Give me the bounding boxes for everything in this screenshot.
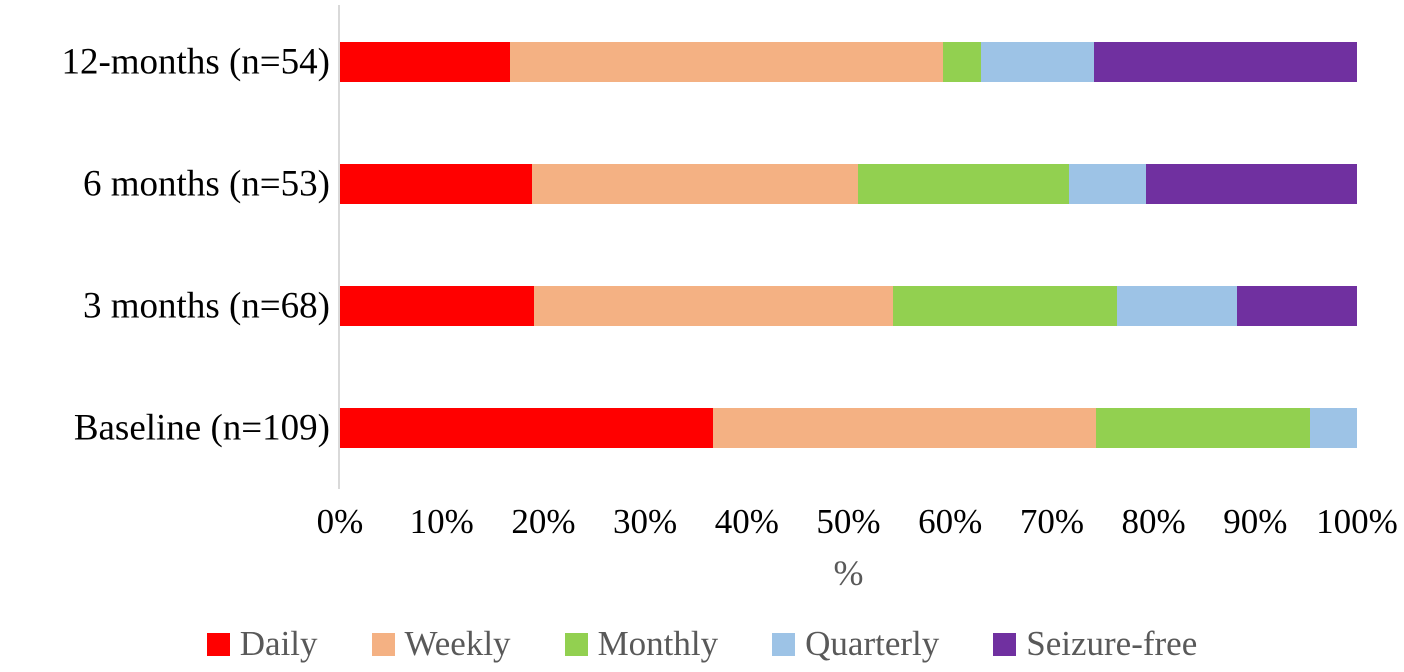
bar-segment-daily [340,42,510,82]
legend: Daily Weekly Monthly Quarterly Seizure-free [0,624,1404,664]
x-tick-label: 10% [409,502,474,541]
legend-swatch-icon [772,632,796,656]
legend-item-daily: Daily [206,624,318,664]
legend-item-monthly: Monthly [564,624,719,664]
x-tick-label: 90% [1223,502,1288,541]
x-tick-label: 80% [1121,502,1186,541]
x-tick-label: 20% [511,502,576,541]
x-tick-label: 60% [918,502,983,541]
bar-segment-seizure-free [1237,286,1357,326]
x-axis-title: % [833,553,864,593]
legend-label: Quarterly [805,624,940,663]
bar-segment-daily [340,408,714,448]
x-tick-label: 40% [714,502,779,541]
bar-segment-weekly [713,408,1096,448]
bar-segment-monthly [943,42,981,82]
x-tick-label: 70% [1019,502,1084,541]
stacked-bar [340,286,1357,326]
category-label: 6 months (n=53) [83,163,330,205]
legend-label: Daily [239,624,318,663]
bar-segment-monthly [1095,408,1311,448]
x-tick-label: 100% [1316,502,1398,541]
legend-label: Monthly [597,624,719,663]
legend-item-quarterly: Quarterly [772,624,939,664]
bar-segment-quarterly [1069,164,1146,204]
bar-row: Baseline (n=109) [0,407,1404,449]
bar-row: 6 months (n=53) [0,163,1404,205]
bar-segment-weekly [532,164,859,204]
legend-label: Weekly [404,624,511,663]
bar-segment-monthly [892,286,1118,326]
x-tick-label: 30% [613,502,678,541]
stacked-bar [340,164,1357,204]
bar-segment-daily [340,286,535,326]
bar-segment-seizure-free [1145,164,1357,204]
bar-segment-quarterly [1117,286,1238,326]
legend-swatch-icon [564,632,588,656]
legend-label: Seizure-free [1026,624,1198,663]
x-tick-label: 0% [316,502,364,541]
bar-row: 12-months (n=54) [0,41,1404,83]
legend-item-seizure-free: Seizure-free [993,624,1197,664]
legend-swatch-icon [993,632,1017,656]
legend-swatch-icon [371,632,395,656]
bar-segment-weekly [509,42,944,82]
y-axis-line [338,5,340,489]
bar-row: 3 months (n=68) [0,285,1404,327]
bar-segment-quarterly [1310,408,1357,448]
bar-segment-quarterly [980,42,1094,82]
category-label: 3 months (n=68) [83,285,330,327]
x-tick-label: 50% [816,502,881,541]
stacked-bar [340,408,1357,448]
bar-segment-daily [340,164,533,204]
legend-swatch-icon [206,632,230,656]
category-label: Baseline (n=109) [73,407,330,449]
stacked-bar [340,42,1357,82]
category-label: 12-months (n=54) [61,41,330,83]
bar-segment-monthly [858,164,1070,204]
legend-item-weekly: Weekly [371,624,511,664]
bar-segment-weekly [534,286,893,326]
bar-segment-seizure-free [1093,42,1357,82]
